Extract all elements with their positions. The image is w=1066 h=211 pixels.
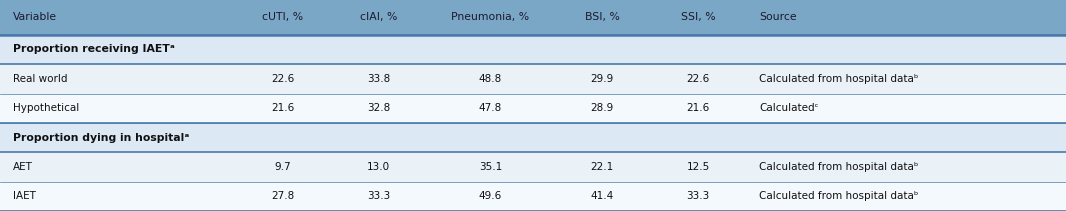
Text: Calculated from hospital dataᵇ: Calculated from hospital dataᵇ xyxy=(759,191,919,201)
Text: 33.3: 33.3 xyxy=(687,191,710,201)
Text: BSI, %: BSI, % xyxy=(585,12,619,22)
Text: Hypothetical: Hypothetical xyxy=(13,103,79,113)
Text: 41.4: 41.4 xyxy=(591,191,614,201)
Text: 28.9: 28.9 xyxy=(591,103,614,113)
Bar xyxy=(0,93,1066,123)
Text: 21.6: 21.6 xyxy=(687,103,710,113)
Text: 32.8: 32.8 xyxy=(367,103,390,113)
Text: cUTI, %: cUTI, % xyxy=(262,12,303,22)
Text: 29.9: 29.9 xyxy=(591,74,614,84)
Text: 12.5: 12.5 xyxy=(687,162,710,172)
Text: Calculatedᶜ: Calculatedᶜ xyxy=(759,103,819,113)
Text: 35.1: 35.1 xyxy=(479,162,502,172)
Text: AET: AET xyxy=(13,162,33,172)
Bar xyxy=(235,0,330,35)
Text: Pneumonia, %: Pneumonia, % xyxy=(451,12,530,22)
Text: 49.6: 49.6 xyxy=(479,191,502,201)
Bar xyxy=(0,152,1066,182)
Text: cIAI, %: cIAI, % xyxy=(359,12,398,22)
Text: Source: Source xyxy=(759,12,796,22)
Text: SSI, %: SSI, % xyxy=(681,12,715,22)
Text: Variable: Variable xyxy=(13,12,56,22)
Text: 21.6: 21.6 xyxy=(271,103,294,113)
Bar xyxy=(0,35,1066,64)
Text: 9.7: 9.7 xyxy=(274,162,291,172)
Bar xyxy=(0,64,1066,93)
Text: 13.0: 13.0 xyxy=(367,162,390,172)
Text: 22.6: 22.6 xyxy=(687,74,710,84)
Bar xyxy=(330,0,426,35)
Text: 47.8: 47.8 xyxy=(479,103,502,113)
Text: Real world: Real world xyxy=(13,74,67,84)
Text: IAET: IAET xyxy=(13,191,35,201)
Bar xyxy=(650,0,746,35)
Bar xyxy=(0,123,1066,152)
Text: 48.8: 48.8 xyxy=(479,74,502,84)
Bar xyxy=(426,0,554,35)
Text: Calculated from hospital dataᵇ: Calculated from hospital dataᵇ xyxy=(759,74,919,84)
Text: Calculated from hospital dataᵇ: Calculated from hospital dataᵇ xyxy=(759,162,919,172)
Bar xyxy=(746,0,1066,35)
Text: Proportion receiving IAETᵃ: Proportion receiving IAETᵃ xyxy=(13,45,175,54)
Text: Proportion dying in hospitalᵃ: Proportion dying in hospitalᵃ xyxy=(13,133,189,143)
Text: 27.8: 27.8 xyxy=(271,191,294,201)
Text: 33.3: 33.3 xyxy=(367,191,390,201)
Bar xyxy=(0,182,1066,211)
Text: 22.1: 22.1 xyxy=(591,162,614,172)
Bar xyxy=(554,0,650,35)
Text: 33.8: 33.8 xyxy=(367,74,390,84)
Text: 22.6: 22.6 xyxy=(271,74,294,84)
Bar xyxy=(0,0,235,35)
